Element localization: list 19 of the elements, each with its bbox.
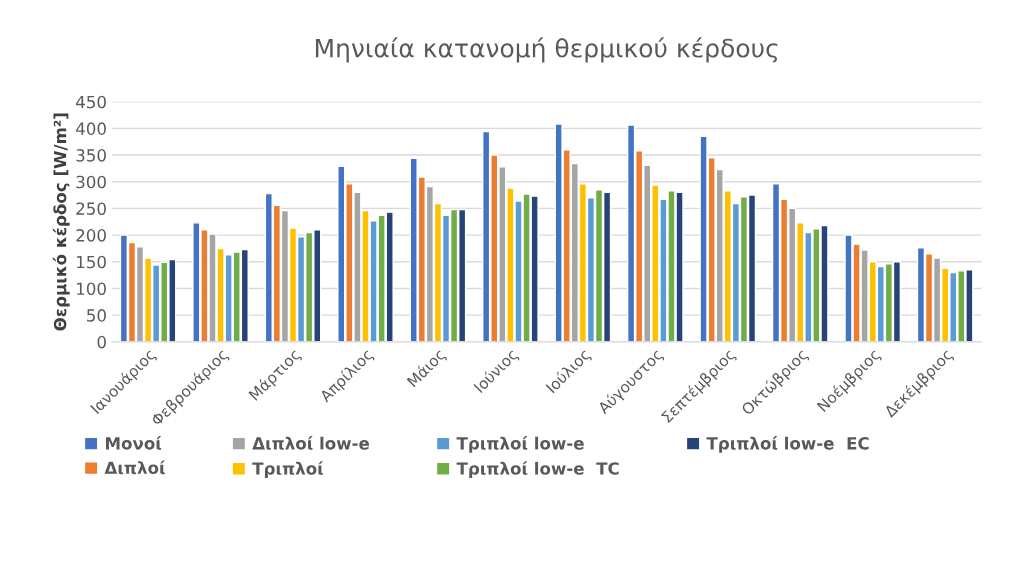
y-tick-label: 250 — [76, 202, 106, 215]
legend-label: Μονοί — [105, 436, 162, 450]
legend-label: Τριπλοί low-e TC — [456, 461, 619, 478]
y-tick-label: 200 — [76, 229, 106, 242]
y-tick-label: 150 — [77, 255, 106, 269]
y-tick-label: 0 — [97, 335, 106, 349]
legend-label: Διπλοί low-e — [252, 436, 370, 450]
y-tick-label: 450 — [76, 95, 106, 109]
y-tick-label: 350 — [76, 149, 106, 162]
y-tick-label: 300 — [76, 175, 106, 189]
chart-title: Μηνιαία κατανομή θερμικού κέρδους — [315, 37, 778, 63]
y-tick-label: 400 — [76, 122, 106, 135]
y-axis-title: Θερμικό κέρδος [W/m²] — [52, 113, 70, 331]
legend-label: Τριπλοί — [252, 461, 324, 478]
legend-label: Διπλοί — [104, 460, 165, 475]
legend-label: Τριπλοί low-e — [456, 436, 584, 453]
y-tick-label: 50 — [87, 309, 106, 322]
y-tick-label: 100 — [77, 282, 106, 296]
legend-label: Τριπλοί low-e EC — [706, 436, 869, 453]
